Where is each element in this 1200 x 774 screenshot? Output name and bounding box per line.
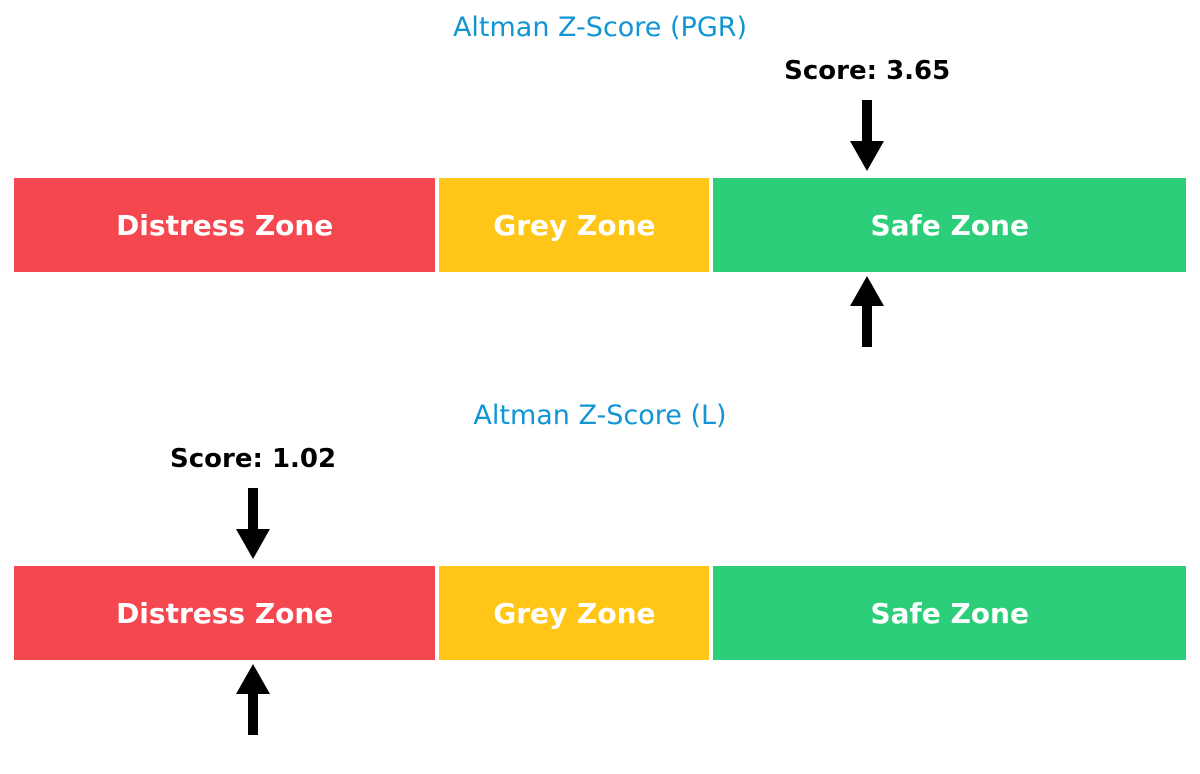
down-arrow-icon — [850, 100, 885, 171]
up-arrow-icon — [850, 276, 885, 347]
up-arrow-icon — [236, 664, 271, 735]
arrow-head — [236, 529, 271, 559]
zone-label: Grey Zone — [493, 208, 656, 242]
chart-title: Altman Z-Score (L) — [473, 400, 727, 431]
zone-segment-grey: Grey Zone — [439, 566, 710, 660]
zone-label: Distress Zone — [116, 208, 334, 242]
zone-segment-distress: Distress Zone — [14, 566, 436, 660]
zone-label: Distress Zone — [116, 596, 334, 630]
zone-segment-safe: Safe Zone — [713, 566, 1186, 660]
arrow-head — [850, 276, 885, 306]
zone-bar: Distress Zone Grey Zone Safe Zone — [14, 178, 1186, 272]
plot-area: Score: 3.65 Distress Zone Grey Zone Safe… — [14, 0, 1186, 360]
score-label: Score: 1.02 — [170, 444, 337, 474]
arrow-stem — [862, 306, 873, 347]
zone-bar: Distress Zone Grey Zone Safe Zone — [14, 566, 1186, 660]
arrow-stem — [248, 694, 259, 735]
chart-l: Altman Z-Score (L) Score: 1.02 Distress … — [0, 388, 1200, 748]
chart-pgr: Altman Z-Score (PGR) Score: 3.65 Distres… — [0, 0, 1200, 360]
chart-title: Altman Z-Score (PGR) — [452, 12, 748, 43]
arrow-head — [236, 664, 271, 694]
arrow-stem — [248, 488, 259, 529]
zone-label: Safe Zone — [870, 208, 1029, 242]
arrow-stem — [862, 100, 873, 141]
down-arrow-icon — [236, 488, 271, 559]
zone-segment-safe: Safe Zone — [713, 178, 1186, 272]
zone-segment-distress: Distress Zone — [14, 178, 436, 272]
zone-label: Grey Zone — [493, 596, 656, 630]
arrow-head — [850, 141, 885, 171]
plot-area: Score: 1.02 Distress Zone Grey Zone Safe… — [14, 388, 1186, 748]
zone-label: Safe Zone — [870, 596, 1029, 630]
zone-segment-grey: Grey Zone — [439, 178, 710, 272]
score-label: Score: 3.65 — [784, 56, 951, 86]
